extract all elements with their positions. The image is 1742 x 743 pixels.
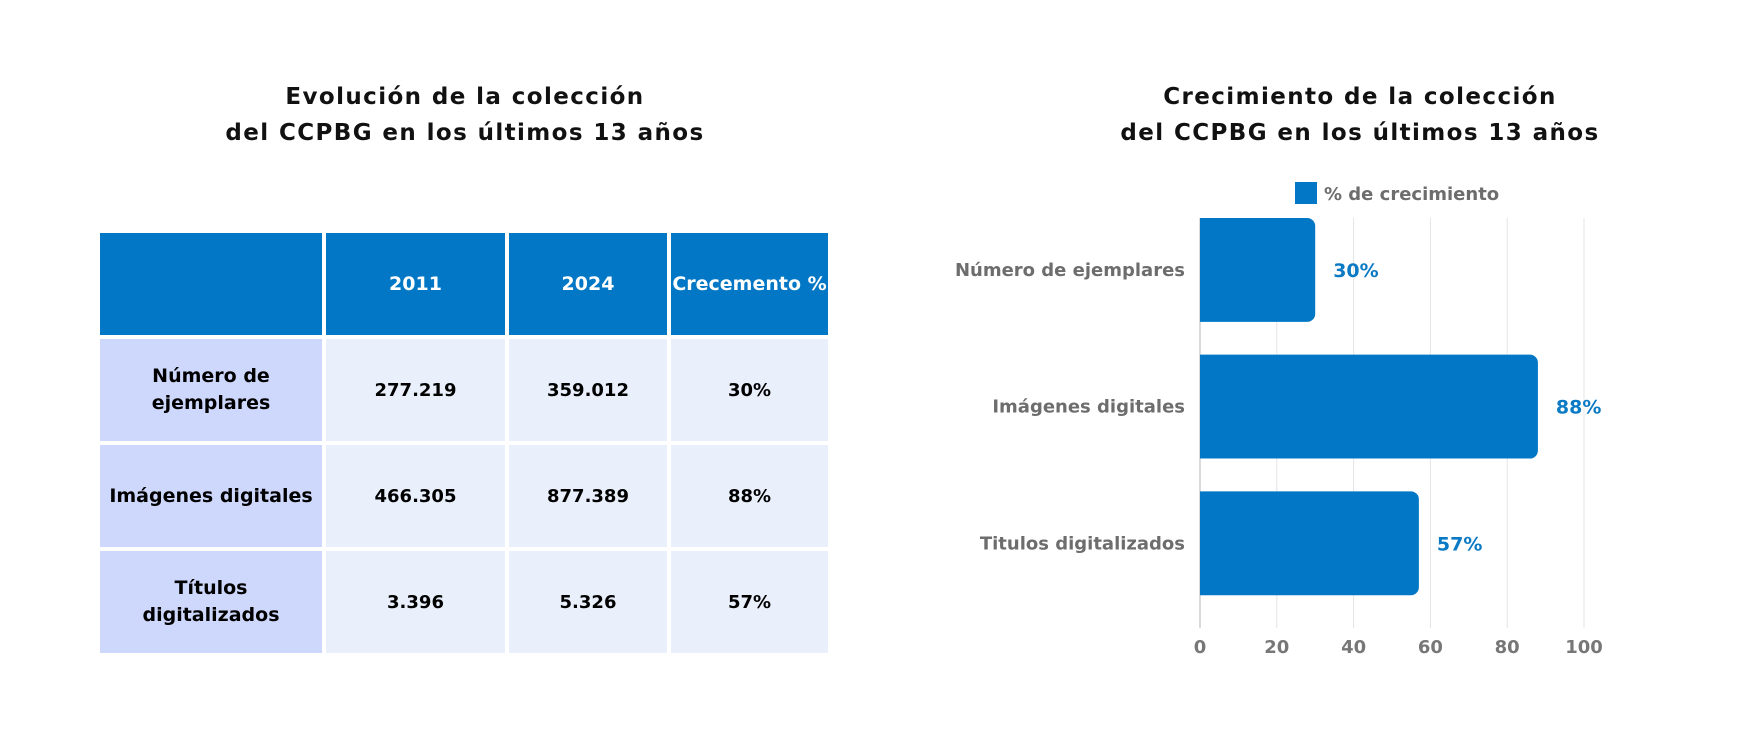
table-cell: 88% — [671, 445, 828, 547]
table-cell: 877.389 — [509, 445, 667, 547]
collection-table: 2011 2024 Crecemento % Número de ejempla… — [96, 229, 832, 657]
category-label: Número de ejemplares — [955, 260, 1185, 281]
legend-swatch — [1295, 182, 1317, 204]
table-title-line-1: Evolución de la colección — [285, 84, 645, 110]
table-cell: 57% — [671, 551, 828, 653]
row-label-text: Imágenes digitales — [109, 484, 313, 507]
table-cell: 277.219 — [326, 339, 505, 441]
header-2011: 2011 — [326, 233, 505, 335]
table-header-row: 2011 2024 Crecemento % — [100, 233, 828, 335]
row-label: Imágenes digitales — [100, 445, 322, 547]
table-row: Imágenes digitales 466.305 877.389 88% — [100, 445, 828, 547]
x-tick-label: 40 — [1341, 637, 1366, 658]
row-label: Títulos digitalizados — [100, 551, 322, 653]
x-tick-label: 0 — [1194, 637, 1207, 658]
table-cell: 3.396 — [326, 551, 505, 653]
table-cell: 30% — [671, 339, 828, 441]
header-empty — [100, 233, 322, 335]
chart-title-line-1: Crecimiento de la colección — [1163, 84, 1557, 110]
x-tick-label: 100 — [1565, 637, 1603, 658]
bar — [1200, 218, 1316, 322]
table-cell: 466.305 — [326, 445, 505, 547]
row-label-text: Títulos digitalizados — [142, 577, 280, 626]
table-cell: 359.012 — [509, 339, 667, 441]
row-label: Número de ejemplares — [100, 339, 322, 441]
row-label-text: Número de ejemplares — [151, 365, 271, 414]
x-tick-label: 60 — [1418, 637, 1443, 658]
table-title: Evolución de la colección del CCPBG en l… — [100, 79, 830, 151]
table-title-line-2: del CCPBG en los últimos 13 años — [225, 120, 705, 146]
table-row: Títulos digitalizados 3.396 5.326 57% — [100, 551, 828, 653]
bar — [1200, 354, 1538, 459]
table-cell: 5.326 — [509, 551, 667, 653]
category-label: Titulos digitalizados — [980, 533, 1185, 554]
category-label: Imágenes digitales — [992, 397, 1185, 418]
legend-label: % de crecimiento — [1324, 184, 1499, 205]
chart-title-line-2: del CCPBG en los últimos 13 años — [1120, 120, 1600, 146]
chart-title: Crecimiento de la colección del CCPBG en… — [1000, 79, 1720, 151]
x-tick-label: 80 — [1495, 637, 1520, 658]
table-row: Número de ejemplares 277.219 359.012 30% — [100, 339, 828, 441]
data-label: 57% — [1437, 533, 1482, 555]
x-tick-label: 20 — [1264, 637, 1289, 658]
data-label: 88% — [1556, 397, 1601, 419]
bar — [1200, 491, 1419, 596]
header-2024: 2024 — [509, 233, 667, 335]
data-label: 30% — [1333, 260, 1378, 282]
header-growth: Crecemento % — [671, 233, 828, 335]
